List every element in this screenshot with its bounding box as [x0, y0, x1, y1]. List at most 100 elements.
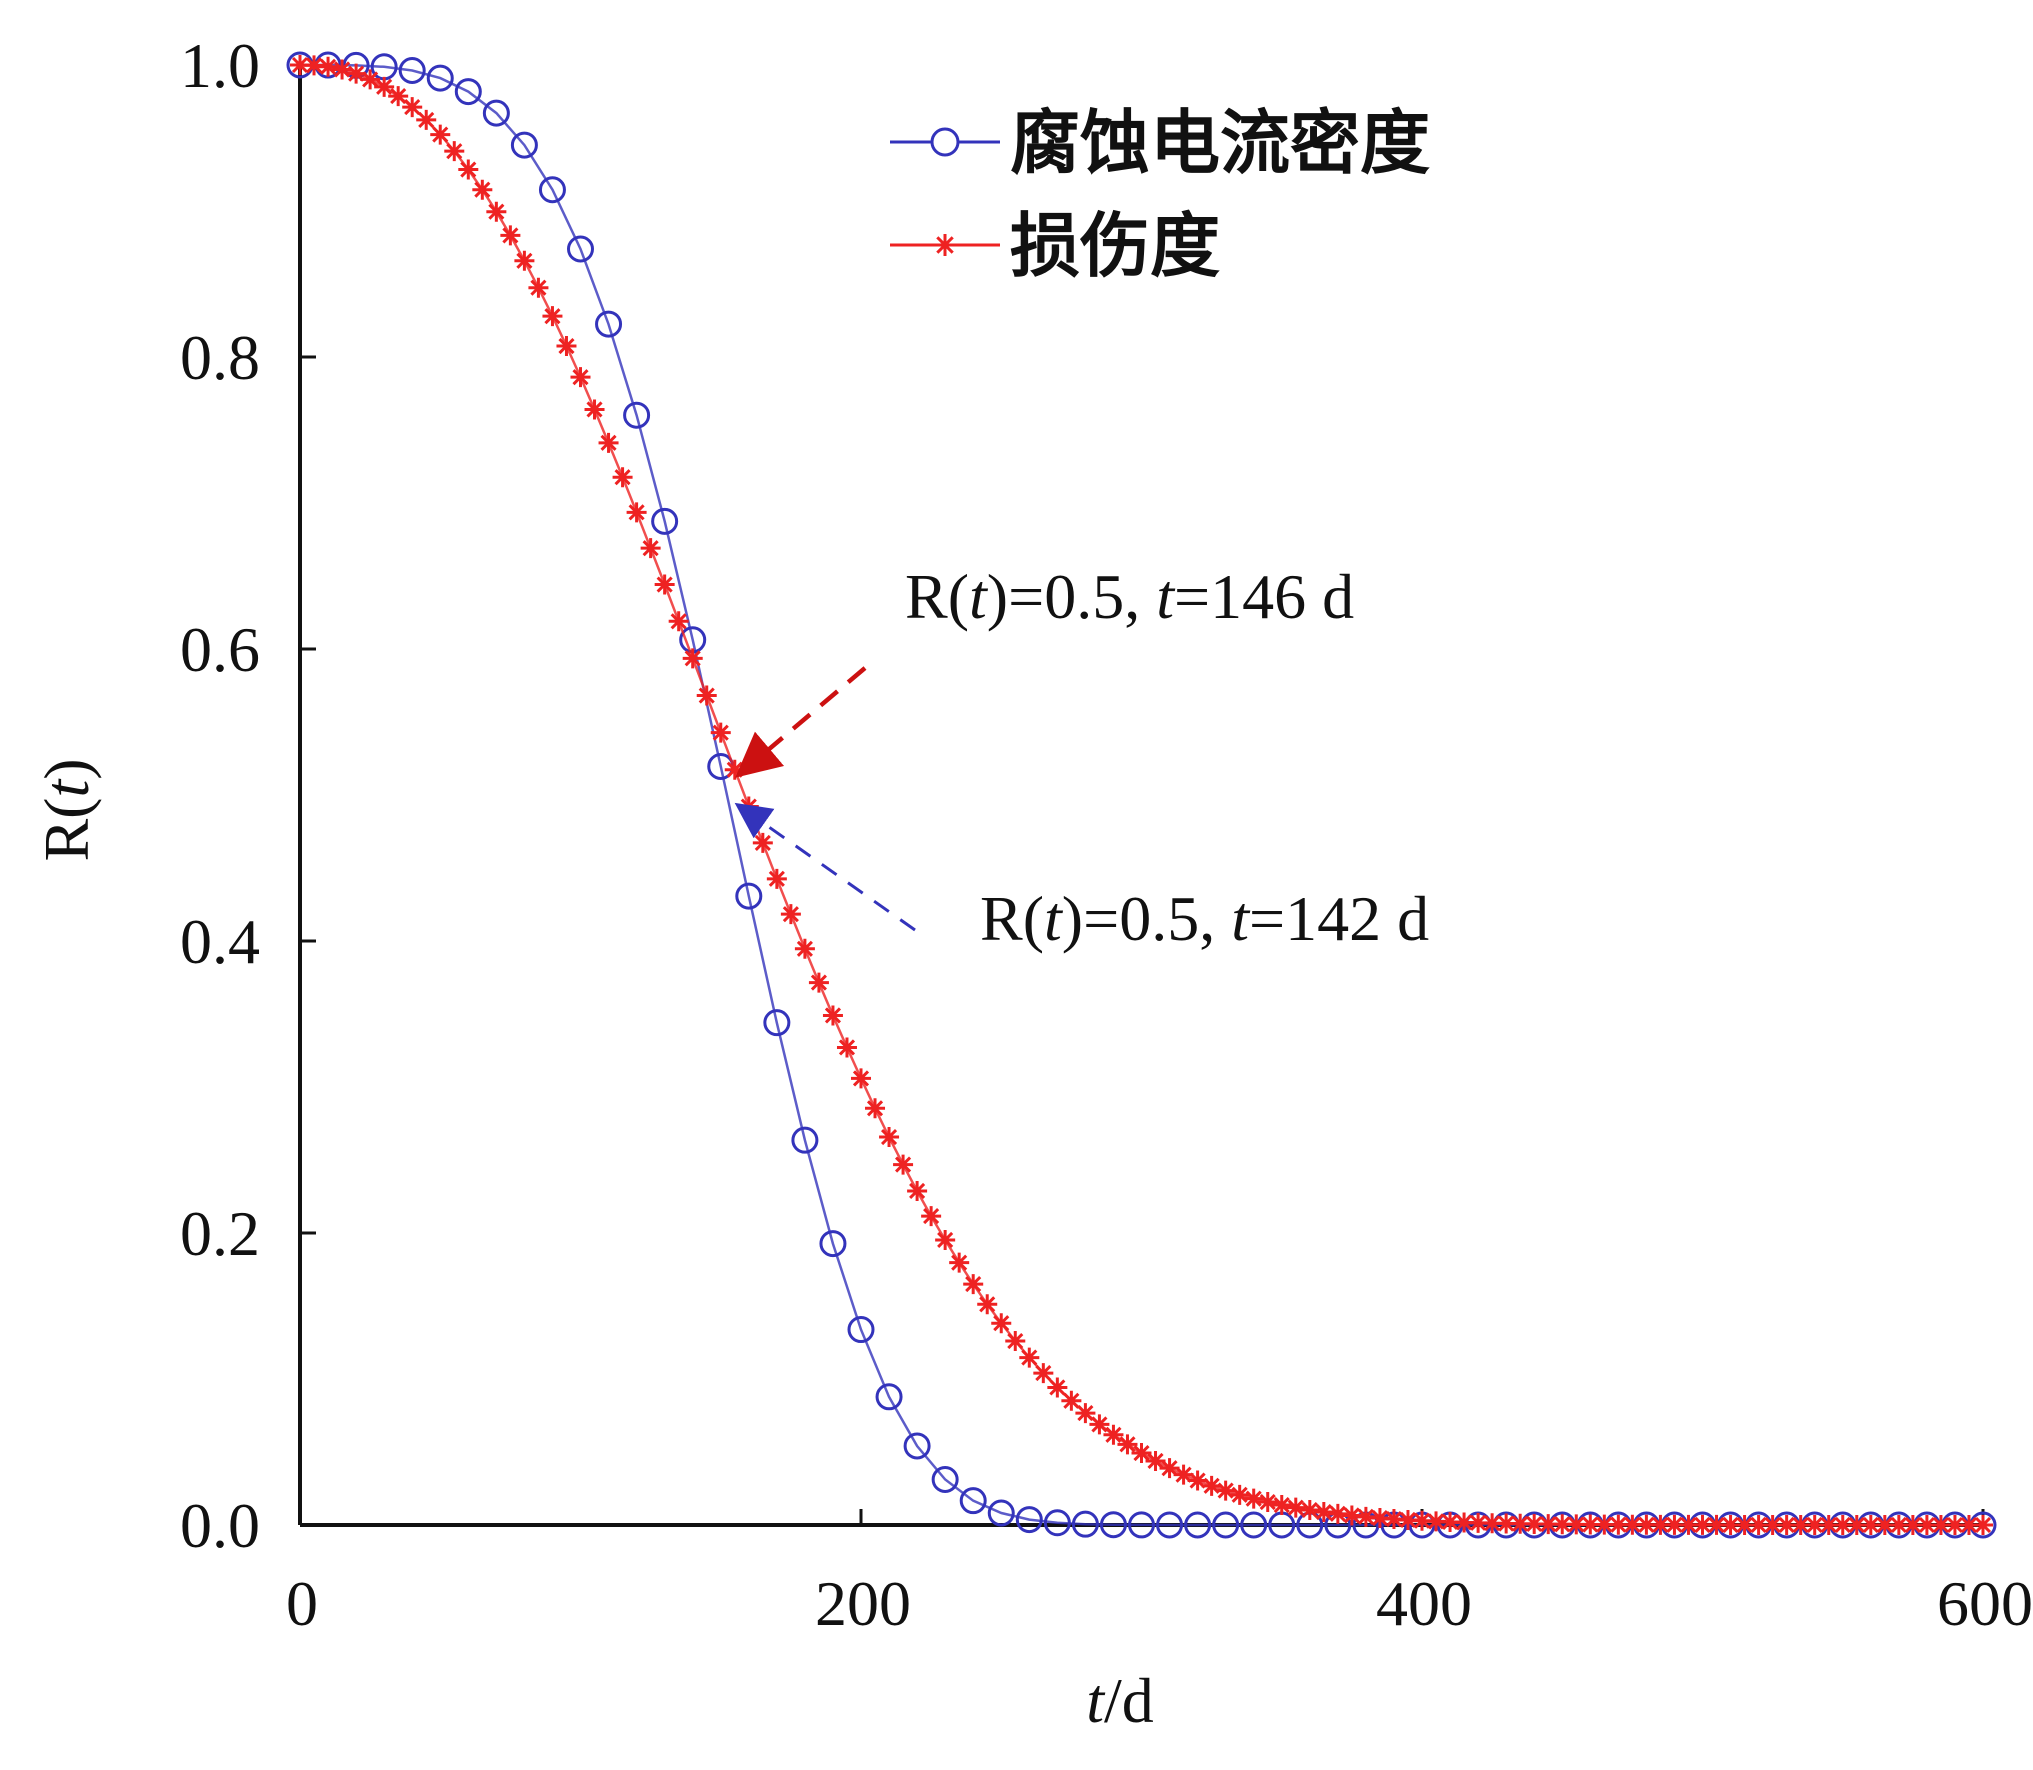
data-point [542, 306, 563, 327]
data-point [430, 124, 451, 145]
data-point [808, 972, 829, 993]
y-tick-label: 0.2 [180, 1198, 260, 1269]
x-tick-label: 400 [1376, 1568, 1472, 1639]
data-point [1215, 1480, 1236, 1501]
data-point [1454, 1512, 1475, 1533]
data-point [1482, 1513, 1503, 1534]
x-tick-label: 200 [815, 1568, 911, 1639]
data-point [1015, 1506, 1043, 1534]
data-point [1131, 1443, 1152, 1464]
data-point [1748, 1514, 1769, 1535]
x-label-italic: t [1086, 1665, 1106, 1736]
legend-item-1: 腐蚀电流密度 [890, 102, 1430, 184]
data-point [1916, 1515, 1937, 1535]
annotation-1: R(t)=0.5, t=146 d [735, 561, 1354, 778]
data-point [1212, 1511, 1240, 1539]
data-point [1341, 1505, 1362, 1526]
data-point [1804, 1514, 1825, 1535]
data-point [454, 78, 482, 106]
data-point [595, 310, 623, 338]
data-point [612, 467, 633, 488]
data-point [1608, 1514, 1629, 1535]
data-point [1706, 1514, 1727, 1535]
data-point [1734, 1514, 1755, 1535]
data-point [1650, 1514, 1671, 1535]
annotation-text-part: )=0.5, [987, 561, 1156, 632]
data-point [318, 56, 339, 77]
data-point [1313, 1502, 1334, 1523]
data-point [1243, 1488, 1264, 1509]
y-tick-label: 0.6 [180, 614, 260, 685]
x-tick-label: 0 [286, 1568, 318, 1639]
data-point [1061, 1390, 1082, 1411]
y-label-italic: t [31, 778, 102, 798]
data-point [1692, 1514, 1713, 1535]
data-point [1327, 1503, 1348, 1524]
y-tick-label: 0.0 [180, 1490, 260, 1561]
annotation-label: R(t)=0.5, t=142 d [980, 883, 1429, 954]
data-point [1720, 1514, 1741, 1535]
annotation-text-part: t [1044, 883, 1064, 954]
data-point [822, 1005, 843, 1026]
data-point [472, 179, 493, 200]
data-point [1369, 1508, 1390, 1529]
data-point [1285, 1497, 1306, 1518]
annotation-text-part: R( [980, 883, 1044, 954]
data-point [1412, 1510, 1432, 1531]
data-point [1846, 1514, 1867, 1535]
data-point [819, 1230, 847, 1258]
data-point [556, 336, 577, 357]
legend-item-2: 损伤度 [890, 205, 1220, 287]
data-point [865, 1098, 886, 1119]
data-point [696, 685, 717, 706]
y-tick-label: 1.0 [180, 30, 260, 101]
data-point [1075, 1403, 1096, 1424]
data-point [935, 1230, 956, 1250]
data-point [735, 882, 763, 910]
data-point [987, 1499, 1015, 1527]
data-point [959, 1487, 987, 1515]
annotation-arrow [734, 802, 916, 932]
data-point [794, 938, 815, 959]
data-point [1005, 1331, 1026, 1351]
data-point [682, 648, 703, 669]
data-point [1383, 1509, 1404, 1530]
data-point [1173, 1464, 1194, 1485]
data-point [346, 63, 367, 84]
y-label-pre: R( [31, 798, 102, 862]
data-point [1145, 1450, 1166, 1471]
data-point [567, 235, 594, 263]
data-point [1271, 1495, 1292, 1516]
data-point [1033, 1363, 1054, 1384]
annotation-text-part: t [1231, 883, 1251, 954]
y-label-post: ) [31, 758, 102, 779]
data-point [1510, 1513, 1531, 1534]
data-point [444, 141, 465, 162]
data-point [875, 1383, 903, 1411]
x-label-rest: /d [1104, 1665, 1154, 1736]
data-point [668, 611, 689, 632]
data-point [1776, 1514, 1797, 1535]
data-point [1426, 1511, 1447, 1532]
data-point [651, 507, 679, 535]
data-point [879, 1127, 900, 1148]
data-point [598, 432, 619, 453]
y-axis-label: R(t) [31, 758, 102, 861]
data-point [1187, 1470, 1208, 1491]
data-point [851, 1068, 871, 1089]
data-point [514, 250, 535, 271]
data-point [570, 367, 591, 388]
data-point [977, 1294, 998, 1315]
data-point [1860, 1515, 1881, 1535]
data-point [304, 55, 325, 76]
data-point [1299, 1500, 1320, 1520]
data-point [1156, 1511, 1184, 1539]
annotation-label: R(t)=0.5, t=146 d [905, 561, 1354, 632]
data-point [374, 76, 395, 97]
data-point [847, 1316, 875, 1344]
data-point [907, 1180, 928, 1201]
data-point [1047, 1377, 1068, 1398]
annotation-text-part: t [1156, 561, 1176, 632]
data-point [1019, 1347, 1040, 1368]
